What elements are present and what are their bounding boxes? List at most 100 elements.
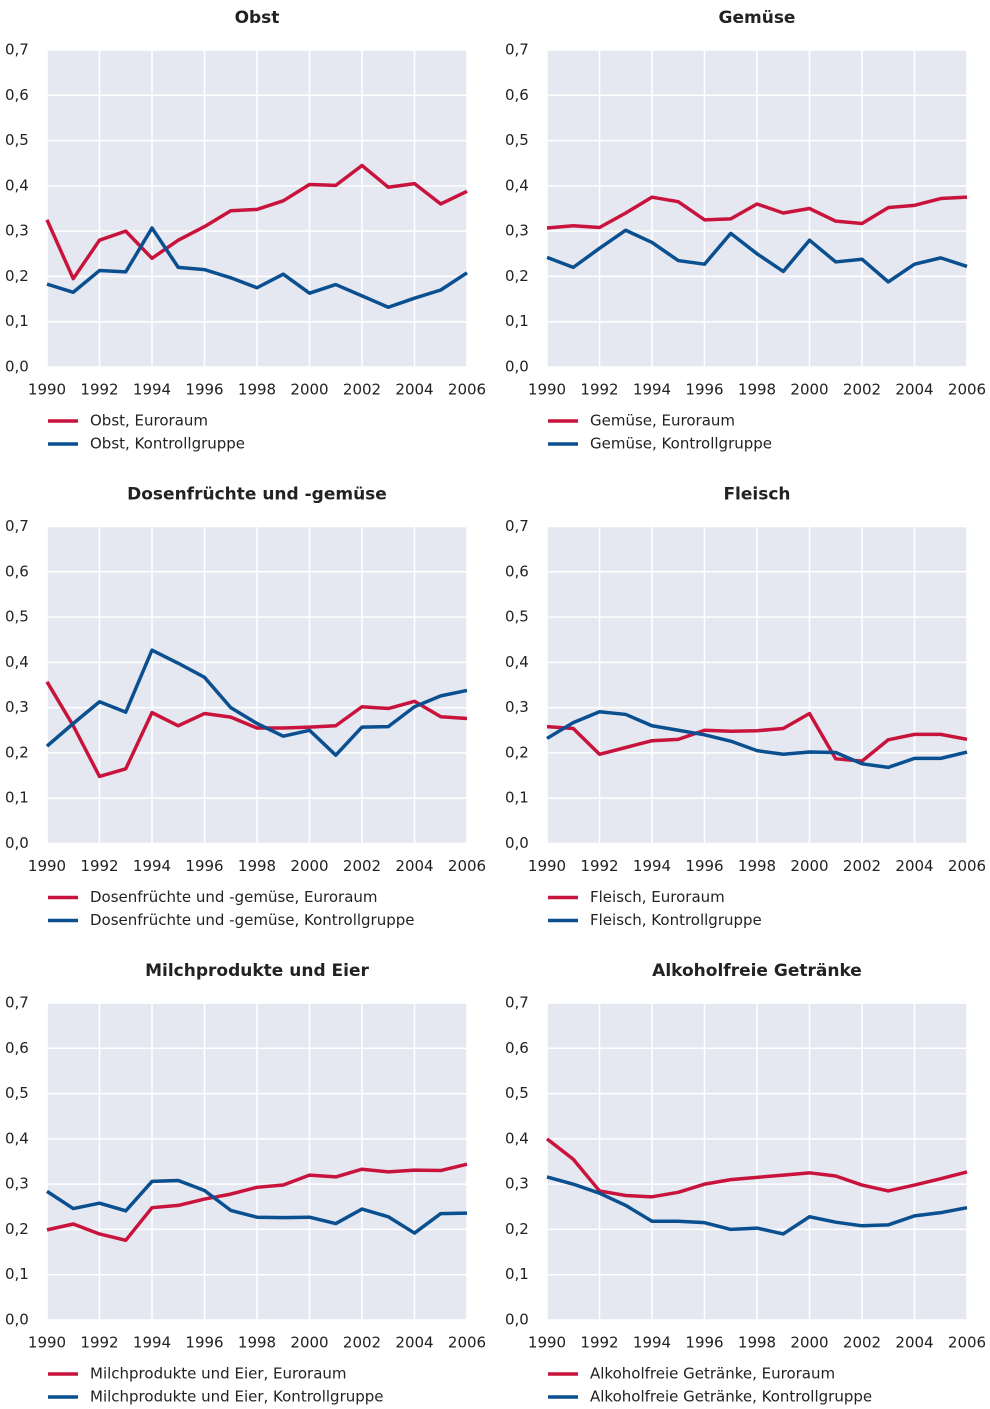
y-tick-label: 0,2	[5, 1220, 29, 1238]
y-tick-label: 0,4	[505, 653, 529, 671]
data-line	[45, 648, 468, 757]
y-tick-label: 0,5	[505, 131, 529, 149]
x-tick-label: 1992	[80, 857, 118, 875]
x-tick-label: 2002	[343, 1334, 381, 1352]
y-tick-label: 0,1	[5, 312, 29, 330]
x-tick-label: 1990	[28, 1334, 66, 1352]
y-tick-label: 0,0	[5, 834, 29, 852]
y-tick-label: 0,5	[5, 608, 29, 626]
y-tick-label: 0,4	[5, 653, 29, 671]
x-tick-label: 2000	[790, 1334, 828, 1352]
x-tick-label: 1992	[80, 1334, 118, 1352]
y-tick-label: 0,3	[5, 698, 29, 716]
legend-label: Dosenfrüchte und -gemüse, Euroraum	[90, 888, 378, 906]
legend-label: Alkoholfreie Getränke, Kontrollgruppe	[590, 1388, 872, 1406]
x-tick-label: 1994	[633, 1334, 671, 1352]
legend-label: Dosenfrüchte und -gemüse, Kontrollgruppe	[90, 911, 415, 929]
x-tick-label: 1994	[133, 1334, 171, 1352]
legend-label: Fleisch, Euroraum	[590, 888, 725, 906]
y-tick-label: 0,6	[505, 1039, 529, 1057]
chart-title: Dosenfrüchte und -gemüse	[127, 485, 387, 505]
data-line	[46, 1178, 468, 1235]
data-line	[45, 163, 468, 281]
x-tick-label: 2004	[395, 381, 433, 399]
y-tick-label: 0,1	[5, 789, 29, 807]
x-tick-label: 1994	[633, 857, 671, 875]
y-tick-label: 0,2	[5, 743, 29, 761]
y-tick-label: 0,4	[505, 176, 529, 194]
data-line	[545, 1137, 968, 1199]
x-tick-label: 2000	[290, 1334, 328, 1352]
y-tick-label: 0,7	[505, 517, 529, 535]
x-tick-label: 1990	[28, 857, 66, 875]
y-tick-label: 0,1	[505, 1265, 529, 1283]
x-tick-label: 2002	[843, 857, 881, 875]
y-tick-label: 0,6	[5, 562, 29, 580]
y-tick-label: 0,3	[505, 1175, 529, 1193]
x-tick-label: 1998	[738, 1334, 776, 1352]
x-tick-label: 1990	[528, 1334, 566, 1352]
data-line	[46, 1162, 468, 1243]
x-tick-label: 2004	[895, 857, 933, 875]
x-tick-label: 1992	[580, 381, 618, 399]
data-line	[546, 228, 968, 284]
x-tick-label: 2004	[895, 1334, 933, 1352]
legend-label: Obst, Euroraum	[90, 412, 208, 430]
data-line	[45, 680, 468, 779]
x-tick-label: 1994	[633, 381, 671, 399]
x-tick-label: 1996	[685, 1334, 723, 1352]
x-tick-label: 1996	[185, 857, 223, 875]
x-tick-label: 2002	[843, 381, 881, 399]
chart-title: Gemüse	[719, 8, 796, 28]
y-tick-label: 0,3	[505, 222, 529, 240]
y-tick-label: 0,7	[505, 994, 529, 1012]
x-tick-label: 1994	[133, 381, 171, 399]
x-tick-label: 1998	[238, 857, 276, 875]
y-tick-label: 0,2	[505, 1220, 529, 1238]
x-tick-label: 2000	[790, 857, 828, 875]
y-tick-label: 0,5	[5, 131, 29, 149]
x-tick-label: 1998	[238, 1334, 276, 1352]
y-tick-label: 0,2	[5, 267, 29, 285]
y-tick-label: 0,7	[505, 41, 529, 59]
x-tick-label: 1990	[28, 381, 66, 399]
x-tick-label: 1994	[133, 857, 171, 875]
x-tick-label: 2002	[343, 381, 381, 399]
y-tick-label: 0,2	[505, 267, 529, 285]
x-tick-label: 2000	[290, 381, 328, 399]
y-tick-label: 0,1	[505, 789, 529, 807]
x-tick-label: 2004	[395, 857, 433, 875]
y-tick-label: 0,7	[5, 41, 29, 59]
x-tick-label: 1996	[185, 1334, 223, 1352]
y-tick-label: 0,1	[5, 1265, 29, 1283]
x-tick-label: 2004	[895, 381, 933, 399]
legend-label: Milchprodukte und Eier, Kontrollgruppe	[90, 1388, 384, 1406]
data-line	[46, 226, 468, 309]
legend-label: Gemüse, Euroraum	[590, 412, 735, 430]
x-tick-label: 1992	[80, 381, 118, 399]
y-tick-label: 0,3	[5, 222, 29, 240]
y-tick-label: 0,6	[505, 86, 529, 104]
x-tick-label: 1990	[528, 857, 566, 875]
y-tick-label: 0,7	[5, 517, 29, 535]
x-tick-label: 1998	[238, 381, 276, 399]
x-tick-label: 2000	[290, 857, 328, 875]
chart-title: Fleisch	[723, 485, 790, 505]
legend-label: Obst, Kontrollgruppe	[90, 435, 245, 453]
y-tick-label: 0,0	[505, 834, 529, 852]
y-tick-label: 0,3	[5, 1175, 29, 1193]
legend-label: Alkoholfreie Getränke, Euroraum	[590, 1365, 835, 1383]
y-tick-label: 0,6	[5, 1039, 29, 1057]
data-line	[546, 709, 968, 770]
y-tick-label: 0,5	[505, 1084, 529, 1102]
y-tick-label: 0,4	[505, 1129, 529, 1147]
y-tick-label: 0,5	[505, 608, 529, 626]
x-tick-label: 1990	[528, 381, 566, 399]
y-tick-label: 0,0	[5, 358, 29, 376]
x-tick-label: 2006	[948, 857, 986, 875]
y-tick-label: 0,2	[505, 743, 529, 761]
x-tick-label: 2002	[843, 1334, 881, 1352]
y-tick-label: 0,6	[505, 562, 529, 580]
chart-title: Obst	[235, 8, 280, 28]
